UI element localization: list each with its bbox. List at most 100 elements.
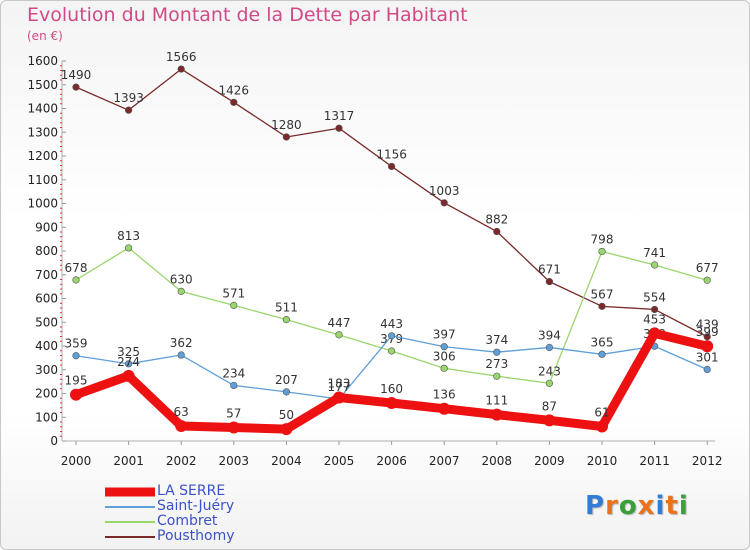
data-point <box>440 343 448 351</box>
data-point <box>545 343 554 352</box>
data-point <box>493 227 501 236</box>
data-point <box>335 331 343 339</box>
logo-letter: t <box>665 491 679 521</box>
y-tick-label: 1300 <box>27 125 58 139</box>
proxiti-logo: Proxiti <box>585 491 689 521</box>
data-label: 306 <box>433 349 456 363</box>
data-label: 1393 <box>113 91 144 105</box>
series-line <box>75 247 708 384</box>
data-point <box>650 305 659 314</box>
data-label: 362 <box>170 336 193 350</box>
legend-label: Pousthomy <box>157 528 235 544</box>
data-label: 1003 <box>429 184 460 198</box>
logo-letter: i <box>655 491 666 521</box>
x-tick-label: 2000 <box>61 454 92 468</box>
data-point <box>701 340 714 353</box>
data-label: 365 <box>591 335 614 349</box>
x-tick-label: 2012 <box>692 454 723 468</box>
data-point <box>70 388 82 401</box>
data-label: 57 <box>226 406 241 420</box>
legend-label: LA SERRE <box>157 483 226 499</box>
data-label: 136 <box>433 388 456 402</box>
data-point <box>543 414 556 427</box>
data-point <box>177 287 185 295</box>
data-label: 397 <box>433 328 456 342</box>
data-point <box>598 350 606 358</box>
data-label: 1156 <box>376 147 407 161</box>
data-label: 374 <box>485 333 508 347</box>
logo-letter: P <box>585 491 606 521</box>
data-label: 177 <box>328 380 351 394</box>
legend-label: Combret <box>157 513 218 529</box>
data-label: 1426 <box>219 83 250 97</box>
y-tick-label: 0 <box>50 434 58 448</box>
y-tick-label: 1400 <box>27 102 58 116</box>
data-point <box>440 199 448 207</box>
data-label: 554 <box>643 290 666 304</box>
data-label: 234 <box>222 366 245 380</box>
data-label: 301 <box>696 351 719 365</box>
y-tick-label: 1200 <box>27 149 58 163</box>
data-point <box>72 276 80 284</box>
y-tick-label: 500 <box>35 315 58 329</box>
data-label: 671 <box>538 263 561 277</box>
data-point <box>545 379 554 387</box>
data-point <box>282 133 291 141</box>
data-label: 882 <box>485 213 508 227</box>
data-label: 63 <box>174 405 189 419</box>
y-tick-label: 700 <box>35 268 58 282</box>
x-tick-label: 2005 <box>324 454 355 468</box>
data-point <box>177 65 185 73</box>
data-point <box>388 162 396 171</box>
y-tick-label: 300 <box>35 363 58 377</box>
data-label: 453 <box>643 312 666 326</box>
data-point <box>385 397 398 409</box>
data-label: 195 <box>65 374 88 388</box>
data-point <box>388 347 396 355</box>
logo-letter: o <box>618 491 638 521</box>
data-label: 511 <box>275 301 298 315</box>
data-point <box>72 83 80 91</box>
data-label: 1317 <box>324 109 355 123</box>
data-point <box>703 276 711 284</box>
data-point <box>230 98 238 106</box>
data-point <box>177 351 185 359</box>
legend-swatch <box>105 487 155 496</box>
legend-swatch <box>105 520 155 523</box>
data-label: 325 <box>117 345 140 359</box>
data-point <box>124 360 133 368</box>
x-tick-label: 2007 <box>429 454 460 468</box>
data-point <box>648 327 661 340</box>
data-point <box>230 301 238 309</box>
series-la-serre: 195 274 63 57 50 183 160 136 111 87 61 453 399 <box>65 312 719 436</box>
data-point <box>124 106 133 114</box>
data-label: 243 <box>538 364 561 378</box>
data-point <box>703 365 711 374</box>
data-point <box>703 333 711 341</box>
data-label: 273 <box>485 357 508 371</box>
x-tick-label: 2010 <box>587 454 618 468</box>
chart-unit-label: (en €) <box>27 29 63 43</box>
data-point <box>493 372 501 380</box>
data-point <box>282 388 291 396</box>
chart-title: Evolution du Montant de la Dette par Hab… <box>27 4 468 26</box>
data-point <box>227 421 240 434</box>
data-point <box>388 332 396 340</box>
data-point <box>650 261 659 269</box>
data-label: 399 <box>696 325 719 339</box>
data-label: 1490 <box>61 68 92 82</box>
data-label: 813 <box>117 229 140 243</box>
data-label: 1566 <box>166 50 197 64</box>
data-label: 111 <box>485 394 508 408</box>
data-point <box>230 381 238 390</box>
data-label: 741 <box>643 246 666 260</box>
x-tick-label: 2002 <box>166 454 197 468</box>
x-tick-label: 2004 <box>271 454 302 468</box>
data-point <box>282 316 291 324</box>
data-point <box>333 391 345 404</box>
y-tick-label: 400 <box>35 339 58 353</box>
y-tick-label: 800 <box>35 244 58 258</box>
x-tick-label: 2011 <box>639 454 670 468</box>
data-label: 443 <box>380 317 403 331</box>
